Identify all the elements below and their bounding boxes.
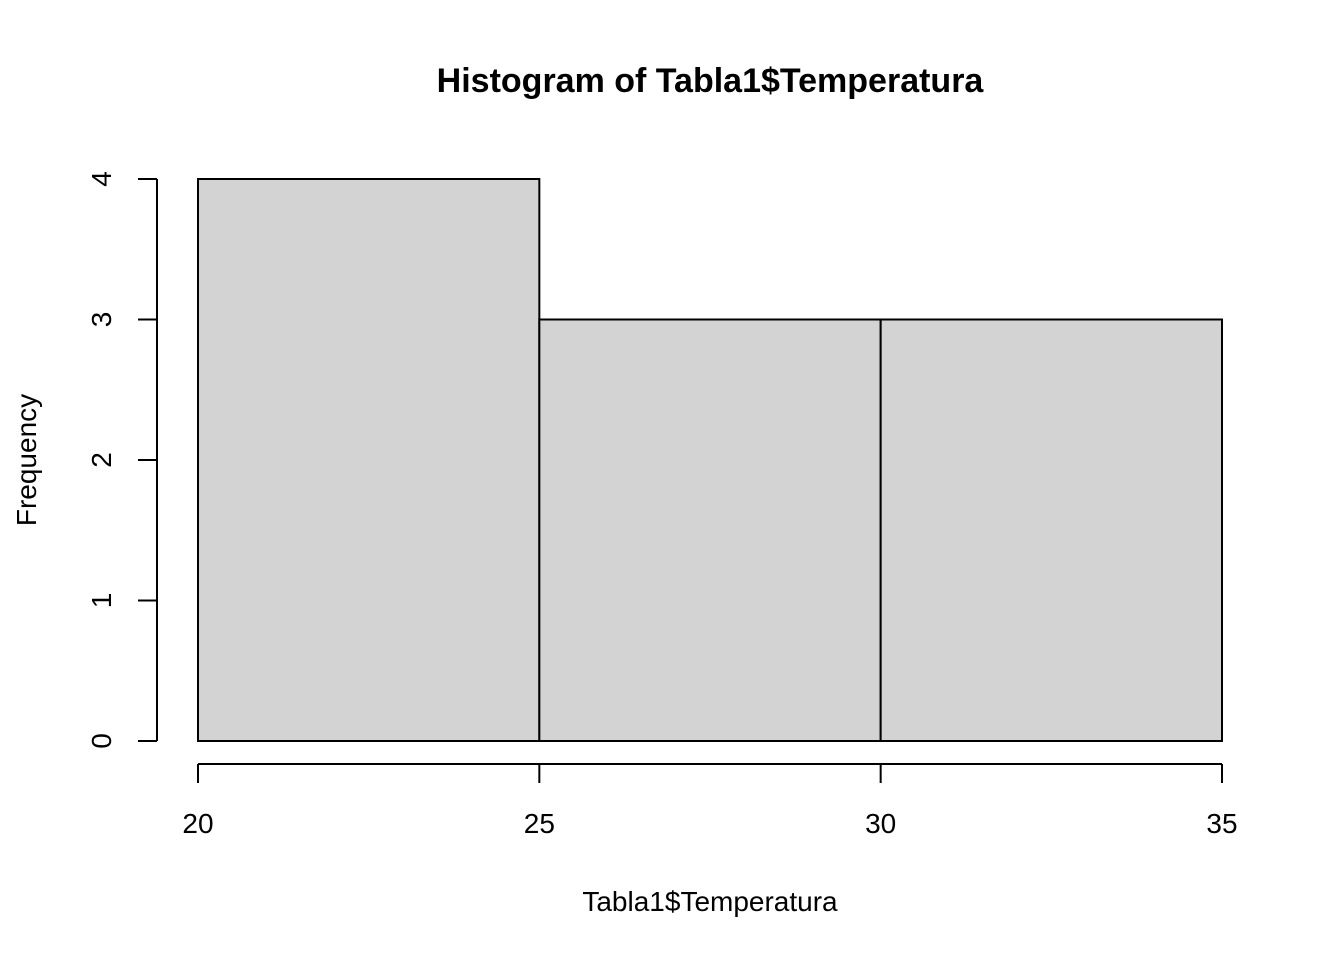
x-tick-label: 35 [1206, 808, 1237, 839]
y-tick-label: 1 [86, 593, 117, 609]
histogram-bar-2 [538, 318, 882, 742]
y-tick-label: 2 [86, 452, 117, 468]
x-tick-label: 30 [865, 808, 896, 839]
y-tick-label: 4 [86, 171, 117, 187]
x-axis: 20 25 30 35 [182, 763, 1238, 839]
y-tick-label: 3 [86, 312, 117, 328]
y-axis: 0 1 2 3 4 [86, 171, 158, 749]
x-tick-label: 25 [524, 808, 555, 839]
chart-title: Histogram of Tabla1$Temperatura [437, 62, 985, 100]
histogram-bar-3 [879, 318, 1224, 742]
y-tick-label: 0 [86, 733, 117, 749]
x-tick-label: 20 [182, 808, 213, 839]
bars-group [197, 178, 1224, 742]
x-axis-label: Tabla1$Temperatura [582, 886, 838, 917]
y-axis-label: Frequency [11, 394, 42, 526]
histogram-bar-1 [197, 178, 541, 742]
